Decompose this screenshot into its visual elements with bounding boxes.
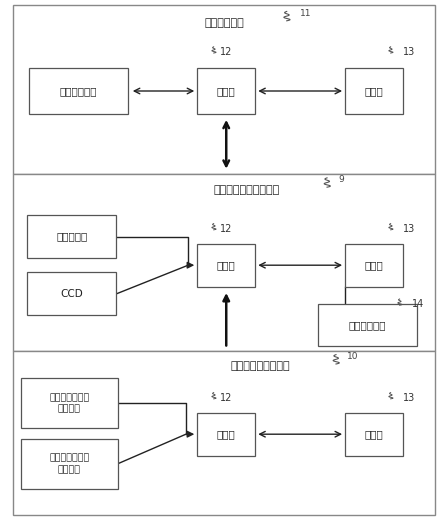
- Text: 结晶器保护渣检测系统: 结晶器保护渣检测系统: [213, 185, 280, 194]
- Text: 10: 10: [347, 352, 359, 361]
- FancyBboxPatch shape: [22, 379, 117, 427]
- FancyBboxPatch shape: [345, 244, 403, 287]
- Text: 12: 12: [220, 47, 233, 57]
- Text: 自动加渣设备: 自动加渣设备: [60, 86, 97, 96]
- Text: CCD: CCD: [60, 289, 83, 299]
- FancyBboxPatch shape: [345, 413, 403, 456]
- FancyBboxPatch shape: [22, 439, 117, 489]
- FancyBboxPatch shape: [197, 244, 255, 287]
- FancyBboxPatch shape: [197, 413, 255, 456]
- FancyBboxPatch shape: [13, 351, 435, 515]
- Text: 处理器: 处理器: [217, 86, 236, 96]
- FancyBboxPatch shape: [345, 68, 403, 114]
- Text: 处理器: 处理器: [217, 429, 236, 439]
- Text: 现场显示终端: 现场显示终端: [349, 320, 386, 330]
- FancyBboxPatch shape: [13, 5, 435, 174]
- Text: 12: 12: [220, 393, 233, 403]
- Text: 13: 13: [403, 224, 415, 234]
- Text: 9: 9: [338, 175, 344, 184]
- FancyBboxPatch shape: [27, 272, 116, 315]
- Text: 11: 11: [300, 8, 312, 18]
- Text: 鈢水液位检测信
号发端器: 鈢水液位检测信 号发端器: [49, 393, 90, 413]
- Text: 主控机: 主控机: [365, 260, 383, 270]
- Text: 处理器: 处理器: [217, 260, 236, 270]
- Text: 12: 12: [220, 224, 233, 234]
- Text: 13: 13: [403, 393, 415, 403]
- FancyBboxPatch shape: [197, 68, 255, 114]
- Text: 主控机: 主控机: [365, 429, 383, 439]
- Text: 14: 14: [412, 299, 424, 309]
- FancyBboxPatch shape: [13, 174, 435, 351]
- FancyBboxPatch shape: [29, 68, 128, 114]
- Text: 鈢水液位检测信
号接收器: 鈢水液位检测信 号接收器: [49, 454, 90, 474]
- Text: 结晶器液位检测系统: 结晶器液位检测系统: [230, 361, 290, 371]
- Text: 自动加渣系统: 自动加渣系统: [204, 18, 244, 28]
- FancyBboxPatch shape: [27, 215, 116, 258]
- FancyBboxPatch shape: [318, 304, 417, 346]
- Text: 13: 13: [403, 47, 415, 57]
- Text: 激光发射器: 激光发射器: [56, 231, 87, 242]
- Text: 主控机: 主控机: [365, 86, 383, 96]
